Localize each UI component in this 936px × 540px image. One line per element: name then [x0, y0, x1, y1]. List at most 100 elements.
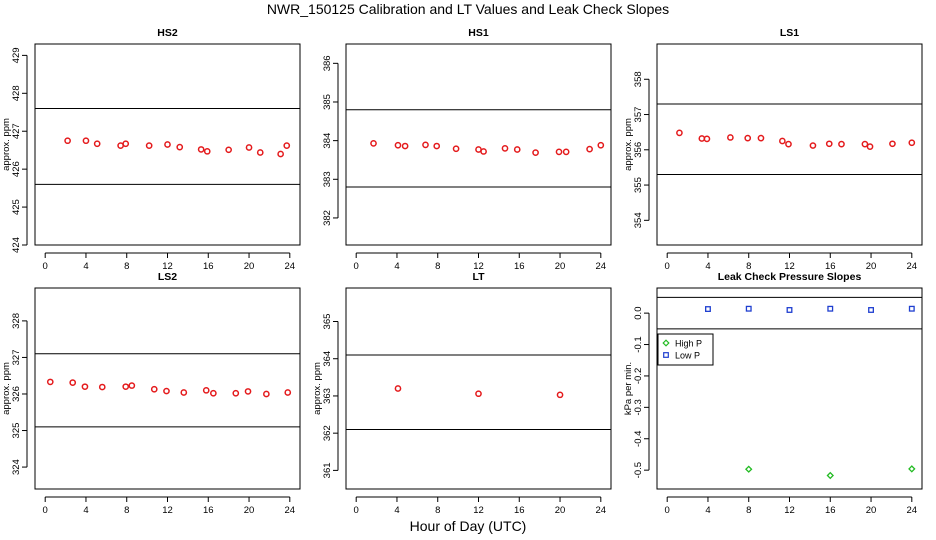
- data-point-low-p: [827, 305, 834, 312]
- data-point: [779, 137, 786, 145]
- data-point: [256, 149, 264, 156]
- legend-high-p-marker: [662, 339, 670, 347]
- data-point: [232, 389, 240, 397]
- data-point-low-p: [705, 306, 711, 312]
- x-tick-label: 24: [285, 505, 296, 516]
- x-tick-label: 24: [596, 505, 607, 516]
- data-point: [82, 137, 90, 145]
- x-tick-label: 20: [555, 261, 566, 272]
- x-tick-label: 12: [784, 505, 795, 516]
- x-tick-label: 24: [907, 261, 918, 272]
- data-point: [555, 148, 563, 156]
- panel-title: LS1: [780, 27, 799, 39]
- data-point: [394, 141, 402, 149]
- data-point: [703, 135, 711, 143]
- x-tick-label: 12: [784, 261, 795, 272]
- data-point-low-p: [868, 307, 874, 313]
- y-tick-label: 429: [11, 47, 22, 63]
- y-tick-label: 326: [11, 386, 22, 402]
- data-point: [501, 145, 509, 152]
- x-tick-label: 8: [435, 261, 440, 272]
- data-point: [180, 389, 188, 396]
- data-point: [163, 387, 170, 395]
- data-point: [81, 383, 89, 391]
- plot-frame: [345, 43, 612, 246]
- panel-3: LS1 0 4 8 12 16 20 24 354 355 356 357 358 approx. ppm: [623, 27, 923, 272]
- y-tick-label: 357: [633, 107, 644, 123]
- panel-1: HS2 0 4 8 12 16 20 24 424 425 426 427 428 429 approx. …: [1, 27, 301, 272]
- y-tick-label: 355: [633, 177, 644, 193]
- panel-4: LS2 0 4 8 12 16 20 24 324 325 326 327 328 approx. ppm: [1, 271, 301, 516]
- y-tick-label: 362: [322, 425, 333, 441]
- data-point: [176, 143, 184, 151]
- data-point: [727, 134, 734, 141]
- x-tick-label: 24: [285, 261, 296, 272]
- x-tick-label: 0: [354, 261, 359, 272]
- panel-6: Leak Check Pressure Slopes 0 4 8 12 16 20 24 0.0…: [623, 271, 923, 516]
- data-point: [838, 140, 845, 148]
- x-tick-label: 16: [514, 261, 525, 272]
- panel-title: LS2: [158, 271, 177, 283]
- data-point: [145, 142, 153, 149]
- plot-frame: [34, 43, 301, 246]
- x-tick-label: 16: [825, 505, 836, 516]
- x-tick-label: 4: [705, 261, 710, 272]
- x-tick-label: 8: [124, 505, 129, 516]
- y-tick-label: 384: [322, 133, 333, 149]
- x-tick-label: 12: [162, 261, 173, 272]
- data-point: [452, 145, 460, 153]
- x-tick-label: 0: [665, 261, 670, 272]
- data-point-high-p: [826, 471, 834, 480]
- y-tick-label: 361: [322, 462, 333, 478]
- x-tick-label: 16: [514, 505, 525, 516]
- x-tick-label: 8: [435, 505, 440, 516]
- legend-label: Low P: [675, 351, 700, 361]
- data-point: [394, 385, 402, 392]
- y-tick-label: 386: [322, 55, 333, 71]
- data-point: [744, 134, 752, 142]
- data-point: [861, 140, 869, 148]
- x-tick-label: 4: [394, 261, 399, 272]
- x-tick-label: 0: [43, 505, 48, 516]
- data-point: [283, 142, 291, 149]
- x-axis-title: Hour of Day (UTC): [409, 518, 527, 534]
- x-tick-label: 8: [746, 261, 751, 272]
- data-point: [370, 139, 377, 147]
- data-point: [532, 149, 539, 156]
- data-point: [46, 378, 54, 386]
- plot-frame: [34, 287, 301, 490]
- data-point: [809, 142, 817, 149]
- data-point: [825, 140, 833, 148]
- y-tick-label: 356: [633, 142, 644, 158]
- panel-title: HS2: [157, 27, 178, 39]
- data-point: [908, 139, 916, 147]
- legend: High P Low P: [657, 333, 714, 366]
- data-point: [562, 148, 570, 156]
- plot-frame: [656, 43, 923, 246]
- panel-title: HS1: [468, 27, 489, 39]
- legend-box: [657, 333, 714, 366]
- data-point: [202, 386, 210, 394]
- x-tick-label: 24: [596, 261, 607, 272]
- data-point-high-p: [908, 465, 916, 473]
- x-tick-label: 4: [83, 261, 88, 272]
- y-tick-label: 427: [11, 123, 22, 139]
- data-point: [480, 148, 487, 155]
- y-tick-label: 424: [11, 237, 22, 253]
- y-tick-label: 382: [322, 210, 333, 226]
- x-tick-label: 20: [866, 505, 877, 516]
- data-point: [244, 388, 252, 395]
- data-point: [225, 146, 233, 154]
- x-tick-label: 20: [244, 505, 255, 516]
- data-point: [757, 134, 765, 142]
- panel-2: HS1 0 4 8 12 16 20 24 382 383 384 385 386: [322, 27, 612, 272]
- legend-label: High P: [675, 339, 702, 349]
- y-tick-label: -0.5: [633, 462, 644, 478]
- figure-title: NWR_150125 Calibration and LT Values and…: [266, 1, 670, 17]
- data-point: [122, 383, 130, 391]
- x-tick-label: 8: [124, 261, 129, 272]
- x-tick-label: 12: [473, 505, 484, 516]
- panel-5: LT 0 4 8 12 16 20 24 361 362 363 364 365 approx. ppm: [312, 271, 612, 516]
- data-point: [128, 382, 136, 389]
